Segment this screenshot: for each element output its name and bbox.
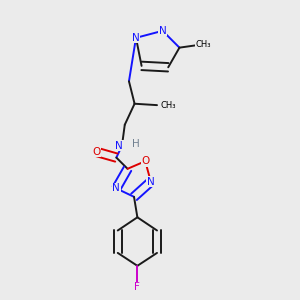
Text: CH₃: CH₃	[196, 40, 211, 49]
Text: N: N	[112, 183, 120, 194]
Text: O: O	[141, 156, 149, 166]
Text: N: N	[159, 26, 167, 36]
Text: H: H	[132, 140, 140, 149]
Text: O: O	[93, 147, 101, 157]
Text: CH₃: CH₃	[160, 100, 176, 109]
Text: F: F	[134, 282, 140, 292]
Text: N: N	[115, 141, 123, 151]
Text: N: N	[147, 177, 155, 187]
Text: N: N	[132, 33, 140, 43]
